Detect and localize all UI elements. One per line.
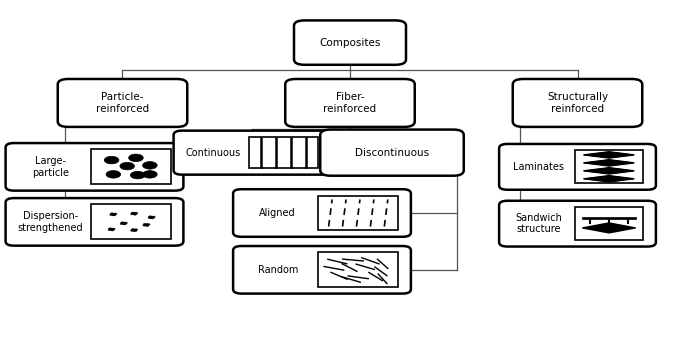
Ellipse shape xyxy=(143,224,146,226)
Ellipse shape xyxy=(150,217,154,219)
Ellipse shape xyxy=(134,212,138,214)
Polygon shape xyxy=(584,160,634,166)
Ellipse shape xyxy=(111,213,114,214)
Text: Particle-
reinforced: Particle- reinforced xyxy=(96,92,149,114)
Ellipse shape xyxy=(131,212,134,214)
Text: Large-
particle: Large- particle xyxy=(32,156,69,178)
Ellipse shape xyxy=(111,229,114,231)
Ellipse shape xyxy=(123,223,126,225)
Ellipse shape xyxy=(143,162,158,169)
Text: Laminates: Laminates xyxy=(514,162,564,172)
Ellipse shape xyxy=(133,213,136,215)
Ellipse shape xyxy=(146,224,150,225)
Ellipse shape xyxy=(108,228,112,230)
Ellipse shape xyxy=(132,229,136,231)
FancyBboxPatch shape xyxy=(233,189,411,237)
Ellipse shape xyxy=(110,229,113,230)
FancyBboxPatch shape xyxy=(249,137,318,168)
FancyBboxPatch shape xyxy=(233,246,411,294)
Text: Composites: Composites xyxy=(319,38,381,48)
Text: Continuous: Continuous xyxy=(186,148,241,158)
FancyBboxPatch shape xyxy=(575,151,643,183)
Ellipse shape xyxy=(133,230,136,232)
Text: Fiber-
reinforced: Fiber- reinforced xyxy=(323,92,377,114)
FancyBboxPatch shape xyxy=(57,79,187,127)
Ellipse shape xyxy=(134,229,138,231)
Ellipse shape xyxy=(148,217,151,219)
Ellipse shape xyxy=(106,171,120,178)
Ellipse shape xyxy=(110,214,113,215)
Ellipse shape xyxy=(120,223,124,225)
FancyBboxPatch shape xyxy=(91,149,171,184)
Text: Dispersion-
strengthened: Dispersion- strengthened xyxy=(18,211,83,233)
FancyBboxPatch shape xyxy=(6,143,183,191)
Ellipse shape xyxy=(132,213,136,214)
Ellipse shape xyxy=(143,171,158,178)
Bar xyxy=(582,217,636,219)
Ellipse shape xyxy=(131,230,134,231)
Polygon shape xyxy=(584,168,634,174)
FancyBboxPatch shape xyxy=(512,79,643,127)
Ellipse shape xyxy=(130,171,145,179)
Ellipse shape xyxy=(146,225,149,226)
Polygon shape xyxy=(584,152,634,158)
FancyBboxPatch shape xyxy=(91,204,171,239)
FancyBboxPatch shape xyxy=(575,207,643,240)
Ellipse shape xyxy=(144,223,147,225)
Ellipse shape xyxy=(111,213,115,215)
FancyBboxPatch shape xyxy=(321,130,463,176)
FancyBboxPatch shape xyxy=(318,196,398,230)
Ellipse shape xyxy=(152,216,155,218)
FancyBboxPatch shape xyxy=(174,131,330,175)
FancyBboxPatch shape xyxy=(318,252,398,287)
Ellipse shape xyxy=(120,162,134,170)
Ellipse shape xyxy=(131,213,134,215)
Ellipse shape xyxy=(104,156,119,164)
Ellipse shape xyxy=(131,229,134,230)
Ellipse shape xyxy=(108,229,111,231)
Text: Random: Random xyxy=(258,265,298,275)
Text: Aligned: Aligned xyxy=(260,208,296,218)
Ellipse shape xyxy=(113,213,117,215)
Text: Discontinuous: Discontinuous xyxy=(355,148,429,158)
Ellipse shape xyxy=(121,222,125,224)
Text: Structurally
reinforced: Structurally reinforced xyxy=(547,92,608,114)
Ellipse shape xyxy=(122,223,125,224)
FancyBboxPatch shape xyxy=(499,201,656,246)
Ellipse shape xyxy=(150,217,153,218)
Polygon shape xyxy=(582,223,636,233)
FancyBboxPatch shape xyxy=(286,79,414,127)
FancyBboxPatch shape xyxy=(499,144,656,190)
Ellipse shape xyxy=(129,154,144,162)
Ellipse shape xyxy=(124,222,127,224)
FancyBboxPatch shape xyxy=(294,20,406,65)
Polygon shape xyxy=(584,176,634,182)
Ellipse shape xyxy=(148,216,152,218)
Text: Sandwich
structure: Sandwich structure xyxy=(516,213,562,234)
Ellipse shape xyxy=(145,224,148,226)
FancyBboxPatch shape xyxy=(6,198,183,246)
Ellipse shape xyxy=(112,228,116,230)
Ellipse shape xyxy=(113,214,116,216)
